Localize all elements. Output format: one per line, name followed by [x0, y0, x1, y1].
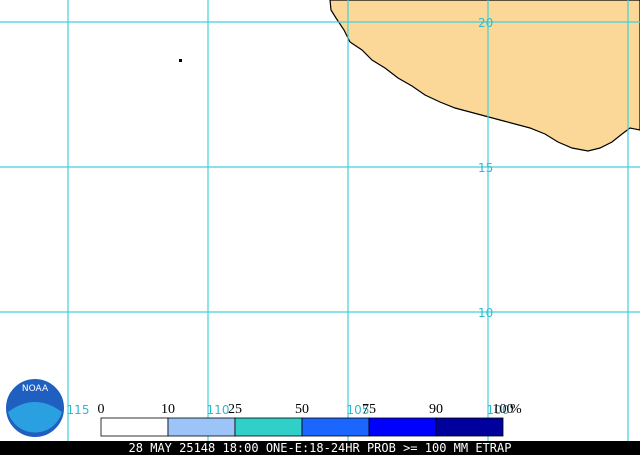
legend-tick: 90	[429, 402, 443, 417]
lon-label: 105	[347, 403, 370, 417]
lat-label: 10	[478, 306, 493, 320]
lon-label: 110	[207, 403, 230, 417]
lon-label: 115	[67, 403, 90, 417]
legend-swatch	[167, 417, 236, 437]
lat-label: 20	[478, 16, 493, 30]
legend-tick: 25	[228, 402, 242, 417]
legend-swatch	[368, 417, 437, 437]
legend-swatch	[301, 417, 370, 437]
legend-tick: 50	[295, 402, 309, 417]
legend-unit: %	[510, 402, 522, 417]
logo-text: NOAA	[22, 384, 49, 394]
legend-tick: 0	[98, 402, 105, 417]
legend: 0 10 25 50 75 90 100%	[98, 402, 522, 437]
island	[179, 59, 182, 62]
legend-tick: 10	[161, 402, 175, 417]
land	[329, 0, 640, 152]
legend-swatch	[435, 417, 504, 437]
footer-bar	[0, 441, 640, 455]
legend-swatch	[234, 417, 303, 437]
logo-wave	[8, 402, 62, 433]
lat-label: 15	[478, 161, 493, 175]
noaa-logo: NOAA	[4, 377, 66, 439]
legend-tick: 75	[362, 402, 376, 417]
footer-text: 28 MAY 25148 18:00 ONE-E:18-24HR PROB >=…	[129, 441, 512, 455]
lon-label: 100	[487, 403, 510, 417]
legend-tick: 100	[493, 402, 514, 417]
legend-swatch	[100, 417, 169, 437]
